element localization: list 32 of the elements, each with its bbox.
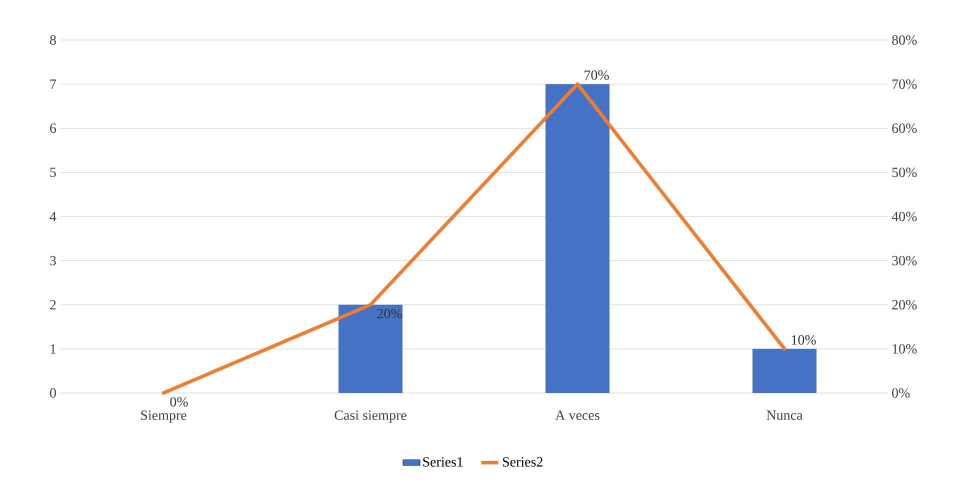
y2-tick-label: 0% [892,388,910,398]
y2-tick-label: 60% [892,124,917,134]
y-tick-label: 1 [50,344,56,354]
data-label: 10% [792,335,816,345]
legend-label: Series1 [423,457,463,467]
y-tick-label: 8 [50,35,56,45]
bar [752,348,817,393]
y2-tick-label: 30% [892,256,917,266]
y-tick-label: 2 [50,300,56,310]
y2-tick-label: 50% [892,168,917,178]
y-tick-label: 7 [50,80,56,89]
y-tick-label: 0 [50,388,56,398]
y2-tick-label: 20% [892,300,917,310]
data-label: 20% [377,308,402,318]
y2-tick-label: 80% [892,35,917,45]
y-tick-label: 6 [50,124,56,133]
line-series [162,82,786,395]
y2-tick-label: 70% [892,79,917,89]
bar [338,304,403,393]
x-tick-label: A veces [555,410,600,420]
x-tick-label: Siempre [141,410,186,423]
y2-tick-label: 40% [892,212,917,222]
x-tick-label: Casi siempre [334,410,406,423]
legend-label: Series2 [502,457,542,467]
data-label: 70% [584,70,609,80]
bar [546,84,610,393]
y2-tick-label: 10% [892,344,917,354]
y-tick-label: 4 [50,212,56,222]
data-label: 0% [170,397,188,407]
y-tick-label: 5 [50,168,56,178]
x-tick-label: Nunca [766,410,803,420]
y-tick-label: 3 [50,256,56,266]
